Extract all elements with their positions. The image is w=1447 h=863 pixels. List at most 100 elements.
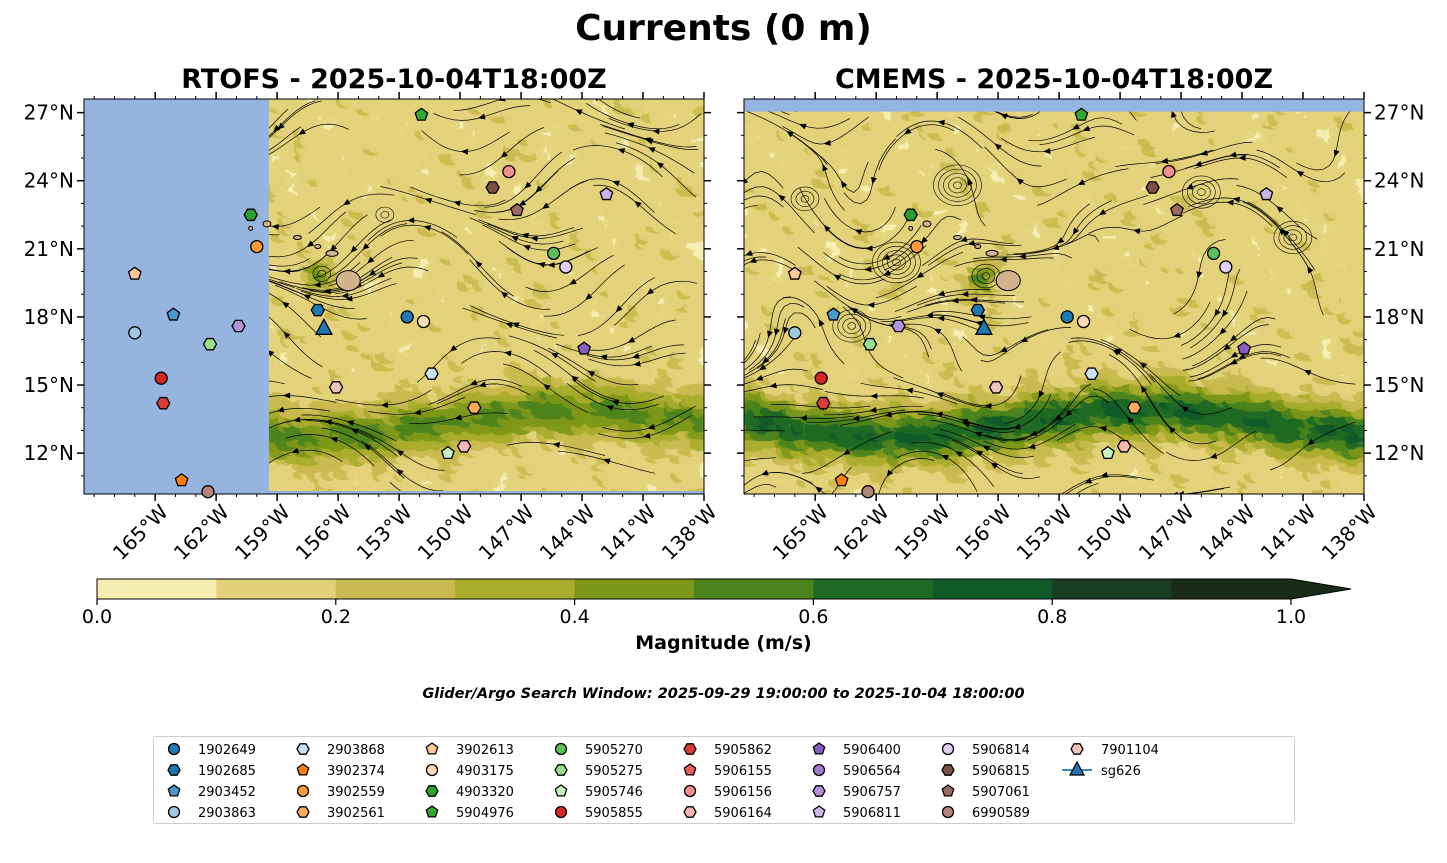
colorbar-tick-label: 0.2 [321, 606, 351, 628]
float-marker-3902559 [910, 239, 924, 254]
x-tick-label: 159°W [230, 500, 295, 565]
legend-label: 5906564 [843, 764, 901, 779]
float-marker-5906164 [456, 440, 472, 453]
legend-label: 5905855 [585, 806, 643, 821]
legend-label: 2903868 [327, 743, 385, 758]
legend-entry: 5905855 [554, 805, 643, 821]
legend-entry: 3902559 [296, 784, 385, 800]
colorbar-segment [1052, 579, 1173, 599]
float-marker-3902561 [467, 401, 482, 414]
y-tick-label: 12°N [24, 441, 74, 465]
legend-entry: 5906814 [941, 742, 1030, 758]
map-frame [743, 98, 1365, 495]
eddy-streamline [1197, 188, 1206, 196]
legend-label: 3902559 [327, 785, 385, 800]
eddy-streamline [800, 195, 810, 203]
legend-marker [554, 805, 568, 819]
float-marker-2903452 [166, 307, 181, 321]
legend: 1902649 1902685 2903452 2903863 2903868 39023… [153, 736, 1295, 824]
legend-entry: 5905862 [683, 743, 772, 758]
colorbar-label: Magnitude (m/s) [635, 632, 812, 654]
eddy-streamline [938, 168, 977, 202]
eddy-streamline [872, 241, 921, 284]
legend-label: 5907061 [972, 785, 1030, 800]
float-marker-5907061 [1170, 202, 1184, 217]
legend-label: 7901104 [1101, 743, 1159, 758]
float-marker-4903175 [1076, 314, 1091, 329]
y-tick-label: 27°N [24, 101, 74, 125]
x-tick-label: 138°W [1317, 500, 1382, 565]
hawaiian-islands [248, 220, 361, 292]
float-marker-2903868 [424, 367, 439, 380]
legend-marker [812, 785, 826, 797]
eddy-streamline [790, 186, 820, 212]
x-tick-label: 144°W [535, 500, 600, 565]
float-marker-5906156 [1162, 164, 1176, 179]
x-tick-label: 165°W [768, 500, 833, 565]
float-marker-5906757 [891, 319, 906, 333]
colorbar-segment [813, 579, 934, 599]
y-tick-label: 21°N [24, 237, 74, 261]
glider-marker-sg626 [974, 317, 993, 335]
eddy-streamline [1288, 233, 1298, 242]
colorbar-tick-label: 0.0 [82, 606, 112, 628]
y-tick-label: 15°N [1374, 373, 1424, 397]
x-tick-label: 159°W [890, 500, 955, 565]
float-marker-5906156 [502, 164, 516, 179]
legend-marker [941, 742, 955, 756]
float-marker-5905855 [154, 371, 168, 385]
colorbar-segment [97, 579, 217, 599]
float-marker-1902685 [970, 303, 986, 317]
panel-title-cmems: CMEMS - 2025-10-04T18:00Z [834, 64, 1274, 95]
float-marker-7901104 [988, 381, 1004, 394]
legend-entry: 5906815 [941, 764, 1030, 779]
legend-label: 5906815 [972, 764, 1030, 779]
float-marker-5904976 [414, 107, 429, 121]
legend-marker [167, 764, 181, 776]
eddy-streamline [1192, 184, 1211, 201]
float-marker-5905746 [1100, 445, 1115, 460]
float-marker-3902374 [174, 473, 189, 487]
map-panel-rtofs: 165°W162°W159°W156°W153°W150°W147°W144°W… [24, 92, 722, 565]
hawaiian-islands [908, 220, 1021, 292]
eddy-streamline [375, 206, 395, 223]
y-tick-label: 15°N [24, 373, 74, 397]
legend-entry: 5906811 [812, 805, 901, 821]
legend-marker [167, 784, 181, 797]
eddy-streamline [847, 322, 857, 330]
float-markers [787, 107, 1274, 499]
x-tick-label: 147°W [1134, 500, 1199, 565]
colorbar-tick-label: 1.0 [1276, 606, 1306, 628]
legend-label: 5905746 [585, 785, 643, 800]
float-marker-5906815 [485, 181, 500, 194]
float-marker-5905862 [156, 396, 171, 410]
legend-marker [1070, 743, 1084, 755]
legend-entry: 2903863 [167, 805, 256, 821]
float-marker-1902685 [310, 303, 326, 317]
x-tick-label: 165°W [108, 500, 173, 565]
float-marker-5905862 [816, 396, 831, 410]
legend-entry: 5906155 [683, 763, 772, 779]
eddy-streamline [892, 258, 901, 267]
legend-label: 2903452 [198, 785, 256, 800]
colorbar-tick-label: 0.8 [1037, 606, 1067, 628]
float-marker-5906400 [1237, 341, 1252, 355]
legend-label: 1902649 [198, 743, 256, 758]
eddy-streamline [976, 268, 996, 285]
legend-entry: 5906757 [812, 785, 901, 800]
eddy-streamline [1182, 175, 1221, 209]
float-marker-5904976 [1074, 107, 1089, 121]
legend-entry: 3902374 [296, 763, 385, 779]
x-tick-label: 144°W [1195, 500, 1260, 565]
float-marker-5905855 [814, 371, 828, 385]
float-marker-2903868 [1084, 367, 1099, 380]
legend-marker [167, 742, 181, 756]
legend-marker [683, 743, 697, 755]
colorbar-segment [694, 579, 814, 599]
eddy-streamline [882, 250, 911, 275]
legend-entry: 5907061 [941, 784, 1030, 800]
colorbar-segment [335, 579, 456, 599]
float-marker-2903863 [128, 326, 142, 340]
x-tick-label: 162°W [829, 500, 894, 565]
legend-marker [296, 763, 310, 776]
